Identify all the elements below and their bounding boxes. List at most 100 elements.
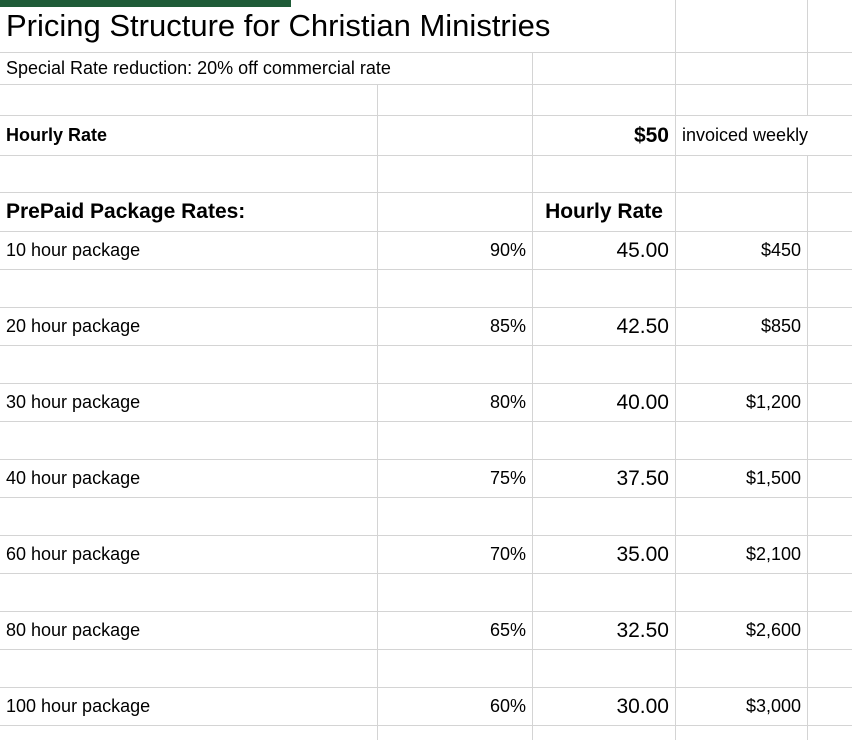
empty-cell[interactable] xyxy=(378,498,533,535)
empty-cell[interactable] xyxy=(808,232,852,269)
empty-cell[interactable] xyxy=(0,346,378,383)
package-rate[interactable]: 42.50 xyxy=(533,308,676,345)
empty-cell[interactable] xyxy=(676,726,808,740)
empty-cell[interactable] xyxy=(0,650,378,687)
package-rate[interactable]: 40.00 xyxy=(533,384,676,421)
empty-cell[interactable] xyxy=(808,308,852,345)
package-price[interactable]: $1,200 xyxy=(676,384,808,421)
package-price[interactable]: $1,500 xyxy=(676,460,808,497)
empty-cell[interactable] xyxy=(808,346,852,383)
empty-cell[interactable] xyxy=(0,270,378,307)
empty-cell[interactable] xyxy=(378,574,533,611)
package-label[interactable]: 100 hour package xyxy=(0,688,378,725)
package-rate[interactable]: 32.50 xyxy=(533,612,676,649)
empty-cell[interactable] xyxy=(676,574,808,611)
rate-column-header[interactable]: Hourly Rate xyxy=(533,193,676,231)
empty-cell[interactable] xyxy=(378,116,533,155)
empty-cell[interactable] xyxy=(808,726,852,740)
empty-cell[interactable] xyxy=(676,193,808,231)
empty-cell[interactable] xyxy=(676,270,808,307)
empty-cell[interactable] xyxy=(808,85,852,115)
empty-cell[interactable] xyxy=(808,384,852,421)
empty-cell[interactable] xyxy=(676,498,808,535)
package-rate[interactable]: 35.00 xyxy=(533,536,676,573)
empty-cell[interactable] xyxy=(808,612,852,649)
package-rate[interactable]: 30.00 xyxy=(533,688,676,725)
package-price[interactable]: $3,000 xyxy=(676,688,808,725)
empty-cell[interactable] xyxy=(0,85,378,115)
empty-cell[interactable] xyxy=(378,85,533,115)
empty-cell[interactable] xyxy=(808,53,852,84)
subtitle[interactable]: Special Rate reduction: 20% off commerci… xyxy=(0,53,533,84)
package-percent[interactable]: 80% xyxy=(378,384,533,421)
empty-cell[interactable] xyxy=(0,156,378,192)
empty-cell[interactable] xyxy=(676,53,808,84)
package-rate[interactable]: 37.50 xyxy=(533,460,676,497)
package-rate[interactable]: 45.00 xyxy=(533,232,676,269)
empty-cell[interactable] xyxy=(533,270,676,307)
empty-cell[interactable] xyxy=(0,726,378,740)
empty-cell[interactable] xyxy=(0,498,378,535)
package-price[interactable]: $850 xyxy=(676,308,808,345)
empty-cell[interactable] xyxy=(378,650,533,687)
hourly-rate-label[interactable]: Hourly Rate xyxy=(0,116,378,155)
package-label[interactable]: 30 hour package xyxy=(0,384,378,421)
empty-cell[interactable] xyxy=(808,498,852,535)
package-percent[interactable]: 65% xyxy=(378,612,533,649)
package-percent[interactable]: 75% xyxy=(378,460,533,497)
empty-cell[interactable] xyxy=(808,650,852,687)
spacer-row xyxy=(0,498,852,536)
empty-cell[interactable] xyxy=(808,156,852,192)
empty-cell[interactable] xyxy=(533,726,676,740)
empty-cell[interactable] xyxy=(533,574,676,611)
empty-cell[interactable] xyxy=(378,346,533,383)
package-row: 40 hour package 75% 37.50 $1,500 xyxy=(0,460,852,498)
package-price[interactable]: $450 xyxy=(676,232,808,269)
empty-cell[interactable] xyxy=(808,193,852,231)
package-label[interactable]: 20 hour package xyxy=(0,308,378,345)
empty-cell[interactable] xyxy=(378,270,533,307)
empty-cell[interactable] xyxy=(0,574,378,611)
title-row: Pricing Structure for Christian Ministri… xyxy=(0,0,852,53)
empty-cell[interactable] xyxy=(533,346,676,383)
hourly-rate-value[interactable]: $50 xyxy=(533,116,676,155)
empty-cell[interactable] xyxy=(533,650,676,687)
empty-cell[interactable] xyxy=(676,422,808,459)
empty-cell[interactable] xyxy=(533,85,676,115)
empty-cell[interactable] xyxy=(533,498,676,535)
empty-cell[interactable] xyxy=(533,422,676,459)
empty-cell[interactable] xyxy=(533,53,676,84)
empty-cell[interactable] xyxy=(378,156,533,192)
package-percent[interactable]: 90% xyxy=(378,232,533,269)
package-price[interactable]: $2,100 xyxy=(676,536,808,573)
packages-section-label[interactable]: PrePaid Package Rates: xyxy=(0,193,378,231)
package-label[interactable]: 40 hour package xyxy=(0,460,378,497)
package-percent[interactable]: 60% xyxy=(378,688,533,725)
hourly-rate-note[interactable]: invoiced weekly xyxy=(682,125,809,145)
empty-cell[interactable] xyxy=(808,460,852,497)
empty-cell[interactable] xyxy=(808,536,852,573)
empty-cell[interactable] xyxy=(378,726,533,740)
empty-cell[interactable] xyxy=(533,156,676,192)
empty-cell[interactable] xyxy=(676,85,808,115)
empty-cell[interactable] xyxy=(676,0,808,52)
package-percent[interactable]: 85% xyxy=(378,308,533,345)
empty-cell[interactable] xyxy=(378,193,533,231)
package-row: 10 hour package 90% 45.00 $450 xyxy=(0,232,852,270)
page-title[interactable]: Pricing Structure for Christian Ministri… xyxy=(0,0,676,52)
empty-cell[interactable] xyxy=(808,574,852,611)
empty-cell[interactable] xyxy=(676,156,808,192)
empty-cell[interactable] xyxy=(676,346,808,383)
package-label[interactable]: 60 hour package xyxy=(0,536,378,573)
package-label[interactable]: 80 hour package xyxy=(0,612,378,649)
empty-cell[interactable] xyxy=(808,0,852,52)
package-percent[interactable]: 70% xyxy=(378,536,533,573)
empty-cell[interactable] xyxy=(808,270,852,307)
package-price[interactable]: $2,600 xyxy=(676,612,808,649)
empty-cell[interactable] xyxy=(0,422,378,459)
empty-cell[interactable] xyxy=(676,650,808,687)
empty-cell[interactable] xyxy=(808,688,852,725)
empty-cell[interactable] xyxy=(808,422,852,459)
package-label[interactable]: 10 hour package xyxy=(0,232,378,269)
empty-cell[interactable] xyxy=(378,422,533,459)
